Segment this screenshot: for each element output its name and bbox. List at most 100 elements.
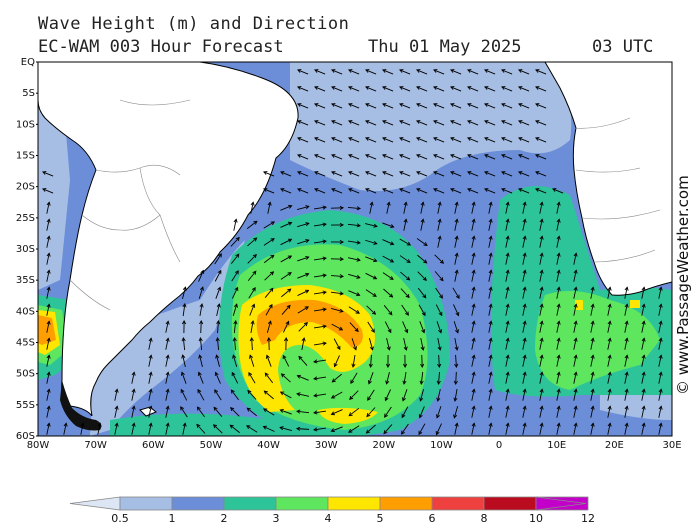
wave-arrow (556, 371, 561, 384)
wave-arrow (573, 252, 578, 265)
wave-arrow (452, 287, 460, 299)
wave-arrow (314, 154, 326, 160)
wave-arrow (262, 425, 275, 432)
wave-arrow (416, 188, 428, 194)
wave-arrow (263, 171, 275, 177)
wave-arrow (417, 271, 427, 281)
wave-arrow (247, 237, 258, 247)
wave-arrow (433, 86, 445, 92)
wave-arrow (386, 337, 391, 351)
wave-arrow (518, 188, 530, 194)
map-title: Wave Height (m) and Direction (38, 14, 350, 34)
wave-arrow (518, 171, 530, 177)
wave-arrow (658, 337, 663, 350)
wave-arrow (484, 154, 496, 160)
lon-label: 80W (27, 440, 50, 451)
wave-arrow (471, 303, 476, 316)
wave-arrow (265, 354, 272, 367)
south-america-land (38, 62, 299, 417)
lat-label: 30S (16, 244, 35, 255)
wave-arrow (402, 354, 408, 369)
wave-arrow (230, 236, 240, 247)
wave-arrow (522, 371, 527, 384)
lon-label: 40W (257, 440, 280, 451)
wave-arrow (437, 235, 442, 248)
wave-arrow (231, 371, 239, 384)
wave-arrow (284, 336, 289, 351)
wave-arrow (403, 201, 408, 214)
wave-arrow (437, 337, 442, 351)
wave-arrow (403, 337, 408, 351)
africa-borders (573, 117, 661, 263)
wave-arrow (607, 405, 612, 418)
colorbar-tick-label: 5 (377, 512, 384, 525)
colorbar-segment (379, 496, 433, 511)
wave-arrow (297, 69, 309, 75)
wave-arrow (488, 303, 493, 316)
wave-arrow (607, 371, 612, 384)
wave-arrow (148, 337, 153, 350)
wave-zone-4-5m-east (535, 291, 660, 390)
wave-arrow (539, 303, 544, 316)
wave-arrow (418, 304, 426, 317)
wave-arrow (280, 373, 291, 383)
wave-arrow (624, 405, 629, 418)
lat-label: 50S (16, 369, 35, 380)
wave-arrow (297, 137, 309, 143)
colorbar-tick-label: 2 (221, 512, 228, 525)
wave-arrow (46, 218, 51, 231)
wave-arrow (114, 388, 119, 401)
wave-arrow (453, 406, 459, 419)
wave-arrow (420, 218, 425, 231)
wave-arrow (454, 218, 459, 231)
wave-arrow (350, 372, 358, 385)
wave-arrow (488, 235, 493, 248)
wave-arrow (450, 86, 462, 92)
wave-arrow (453, 371, 458, 385)
wave-arrow (590, 337, 595, 350)
colorbar-max-arrow (535, 496, 587, 511)
wave-arrow (165, 371, 170, 384)
wave-arrow (114, 405, 119, 418)
wave-zone-1-2m-se (600, 388, 672, 420)
wave-arrow (216, 320, 221, 334)
wave-arrow (624, 371, 629, 384)
wave-arrow (484, 188, 496, 194)
wave-arrow (535, 69, 547, 75)
wave-arrow (467, 69, 479, 75)
wave-arrow (46, 303, 51, 316)
wave-arrow (419, 371, 424, 385)
wave-zone-5-6m-east (575, 300, 640, 310)
wave-arrow (505, 371, 510, 384)
wave-arrow (382, 86, 394, 92)
wave-arrow (264, 271, 275, 281)
wave-arrow (263, 390, 274, 400)
wave-arrow (556, 286, 561, 299)
wave-arrow (641, 337, 646, 350)
wave-arrow (658, 371, 663, 384)
wave-arrow (131, 371, 136, 384)
wave-arrow (246, 220, 258, 230)
wave-arrow (182, 422, 187, 435)
colorbar-segment (171, 496, 225, 511)
wave-arrow (46, 252, 51, 265)
wave-arrow (365, 171, 377, 177)
lat-label: 20S (16, 182, 35, 193)
wave-arrow (297, 86, 309, 92)
wave-arrow (382, 188, 394, 194)
wave-arrow (348, 69, 360, 75)
wave-arrow (196, 423, 206, 434)
wave-arrow (330, 291, 344, 296)
wave-arrow (46, 354, 51, 367)
lat-label: 55S (16, 400, 35, 411)
wave-arrow (450, 188, 462, 194)
wave-arrow (434, 254, 445, 264)
wave-arrow (280, 238, 293, 246)
wave-arrow (416, 120, 428, 126)
wave-arrow (518, 86, 530, 92)
wave-arrow (539, 286, 544, 299)
wave-arrow (264, 372, 274, 384)
wave-arrow (624, 286, 629, 299)
wave-arrow (416, 86, 428, 92)
